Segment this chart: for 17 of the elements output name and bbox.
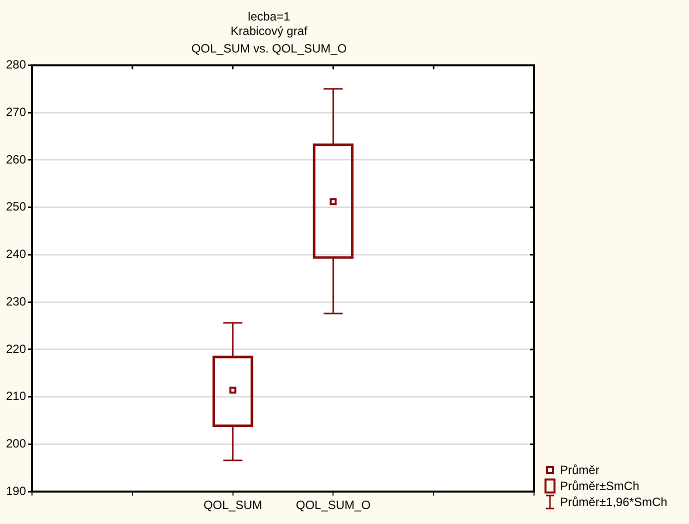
x-tick-label: QOL_SUM_O — [296, 498, 371, 512]
y-tick-label: 210 — [6, 389, 26, 404]
text: Průměr — [560, 462, 600, 477]
y-tick-label: 190 — [6, 484, 26, 498]
y-tick-label: 220 — [6, 342, 26, 356]
y-tick-label: 200 — [6, 436, 26, 451]
y-tick-label: 260 — [6, 152, 26, 166]
text: Průměr±1,96*SmCh — [560, 494, 668, 509]
y-tick-label: 280 — [6, 58, 26, 72]
x-tick-label: QOL_SUM — [203, 498, 262, 512]
chart-title: lecba=1 Krabicový graf — [230, 10, 308, 38]
y-tick-label: 250 — [6, 200, 26, 214]
y-tick-label: 230 — [6, 294, 26, 308]
y-tick-label: 240 — [6, 247, 26, 262]
text: Průměr±SmCh — [560, 478, 640, 493]
y-tick-label: 270 — [6, 104, 26, 119]
chart-subtitle: QOL_SUM vs. QOL_SUM_O — [191, 41, 347, 56]
